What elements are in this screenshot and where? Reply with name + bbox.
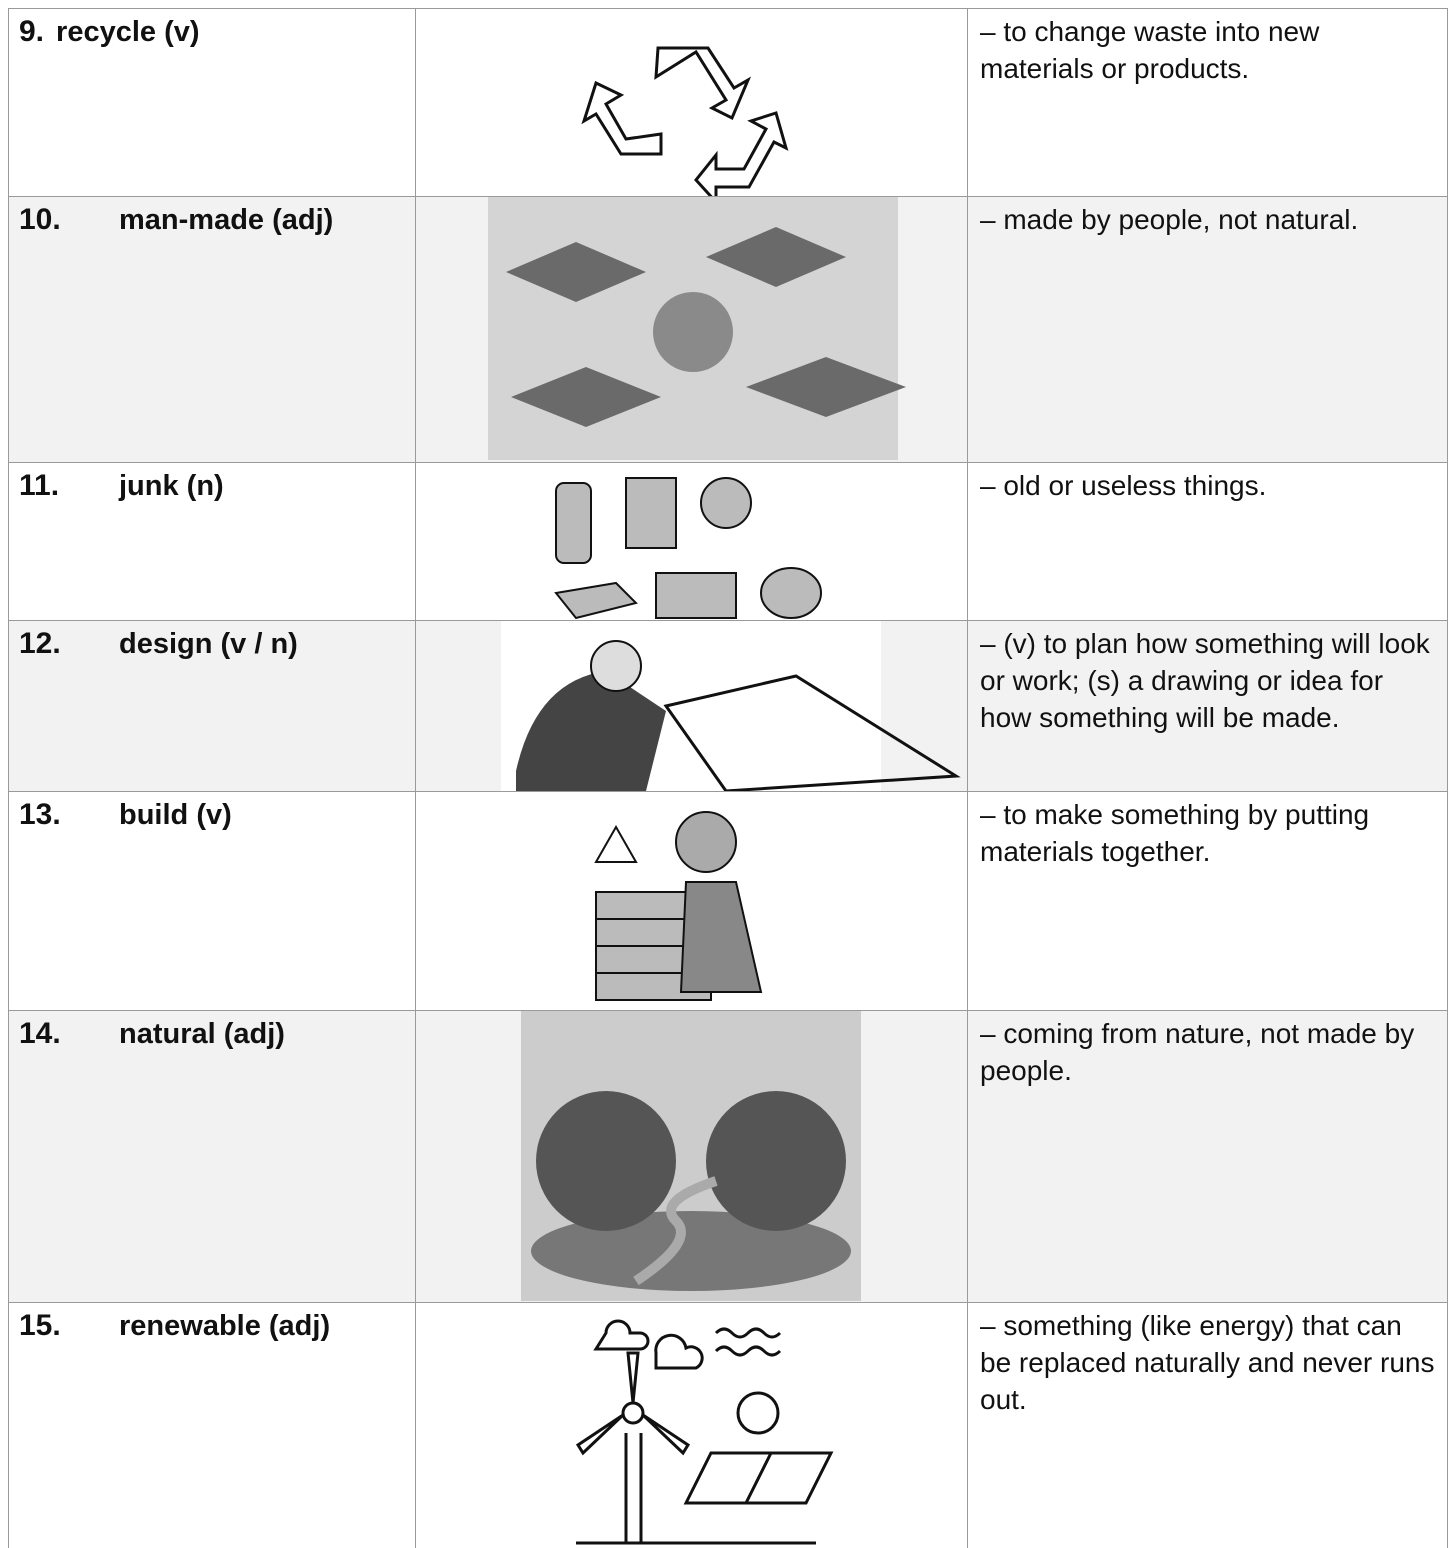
term-cell: 13. build (v) [8, 792, 415, 1010]
term-cell: 15. renewable (adj) [8, 1303, 415, 1548]
term: renewable (adj) [119, 1310, 331, 1342]
definition: – to change waste into new materials or … [967, 9, 1448, 196]
vocabulary-table: 9. recycle (v) – to change waste into new … [8, 8, 1448, 1548]
item-number: 11. [19, 469, 60, 502]
definition: – coming from nature, not made by people… [967, 1011, 1448, 1302]
illustration [521, 1011, 861, 1301]
item-number: 9. [19, 15, 45, 48]
term-cell: 12. design (v / n) [8, 621, 415, 791]
term-cell: 10. man-made (adj) [8, 197, 415, 462]
illustration [554, 477, 822, 620]
term-cell: 9. recycle (v) [8, 9, 415, 196]
term: recycle (v) [56, 16, 200, 48]
definition: – made by people, not natural. [967, 197, 1448, 462]
illustration [594, 811, 763, 1001]
illustration-cell [415, 463, 967, 620]
item-number: 12. [19, 627, 61, 660]
item-number: 13. [19, 798, 61, 831]
illustration-cell [415, 1303, 967, 1548]
illustration [581, 46, 789, 196]
table-row: 13. build (v) – to make something by putti… [8, 791, 1448, 1010]
definition: – (v) to plan how something will look or… [967, 621, 1448, 791]
definition: – something (like energy) that can be re… [967, 1303, 1448, 1548]
illustration [488, 197, 906, 460]
item-number: 10. [19, 203, 61, 236]
term: build (v) [119, 799, 232, 831]
item-number: 15. [19, 1309, 61, 1342]
illustration-cell [415, 792, 967, 1010]
table-row: 11. junk (n) – old or useless things. [8, 462, 1448, 620]
definition: – to make something by putting materials… [967, 792, 1448, 1010]
table-row: 12. design (v / n) – (v) to plan how somet… [8, 620, 1448, 791]
illustration [575, 1319, 834, 1545]
illustration-cell [415, 621, 967, 791]
term: natural (adj) [119, 1018, 285, 1050]
table-row: 9. recycle (v) – to change waste into new … [8, 8, 1448, 196]
term: junk (n) [119, 470, 224, 502]
term: man-made (adj) [119, 204, 334, 236]
table-row: 10. man-made (adj) – made by people, not n… [8, 196, 1448, 462]
illustration-cell [415, 1011, 967, 1302]
definition: – old or useless things. [967, 463, 1448, 620]
illustration-cell [415, 9, 967, 196]
table-row: 15. renewable (adj) – something (like ener… [8, 1302, 1448, 1548]
illustration [501, 621, 961, 791]
table-row: 14. natural (adj) – coming from nature, no… [8, 1010, 1448, 1302]
term-cell: 11. junk (n) [8, 463, 415, 620]
illustration-cell [415, 197, 967, 462]
item-number: 14. [19, 1017, 61, 1050]
term: design (v / n) [119, 628, 298, 660]
term-cell: 14. natural (adj) [8, 1011, 415, 1302]
